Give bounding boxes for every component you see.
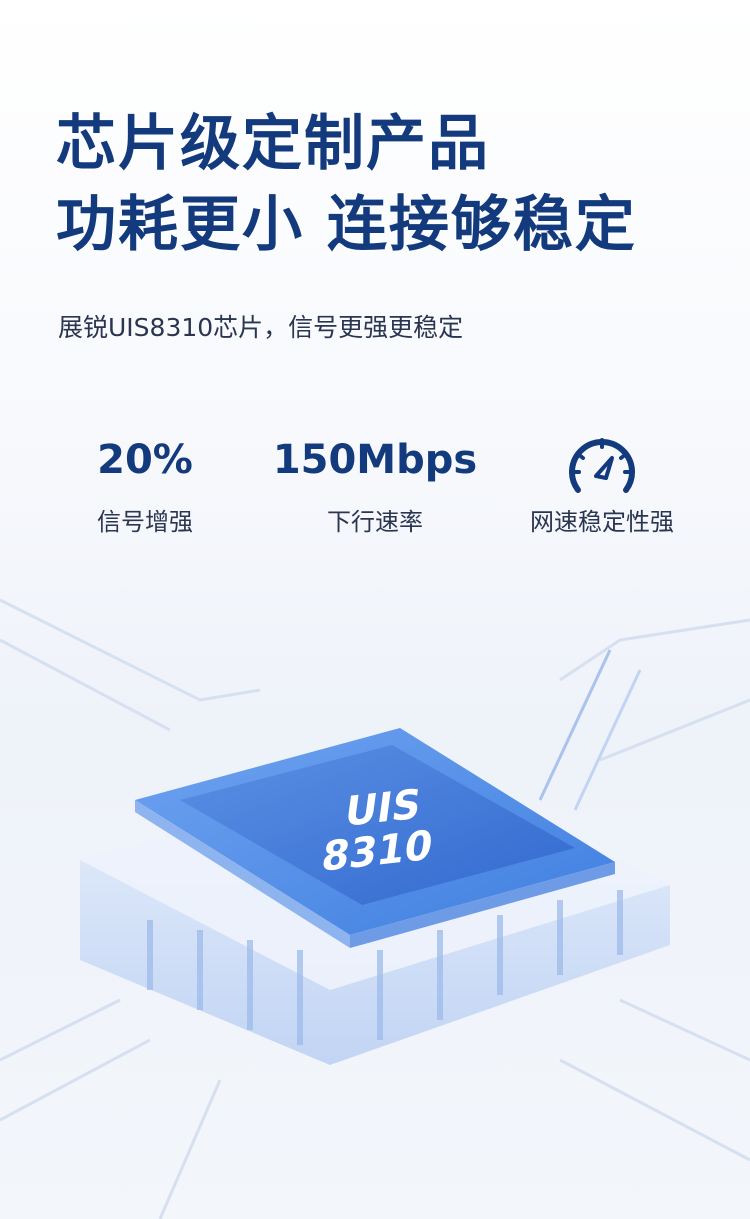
headline-line1: 芯片级定制产品 (56, 109, 490, 179)
stat-speed: 150Mbps 下行速率 (255, 432, 495, 537)
circuit-traces (0, 598, 750, 1219)
chip-label-line1: UIS (342, 779, 424, 836)
speedometer-icon (482, 432, 722, 493)
stat-value: 20% (97, 437, 193, 483)
stat-label: 网速稳定性强 (530, 508, 674, 536)
stat-label: 信号增强 (97, 508, 193, 536)
chip-die (180, 745, 575, 905)
stat-stability: 网速稳定性强 (482, 432, 722, 537)
stat-signal: 20% 信号增强 (25, 432, 265, 537)
chip-illustration: UIS 8310 (0, 598, 750, 1219)
stat-value: 150Mbps (272, 437, 478, 483)
headline-line2: 功耗更小 连接够稳定 (56, 190, 637, 260)
stat-label: 下行速率 (327, 508, 423, 536)
subtitle: 展锐UIS8310芯片，信号更强更稳定 (58, 313, 464, 342)
